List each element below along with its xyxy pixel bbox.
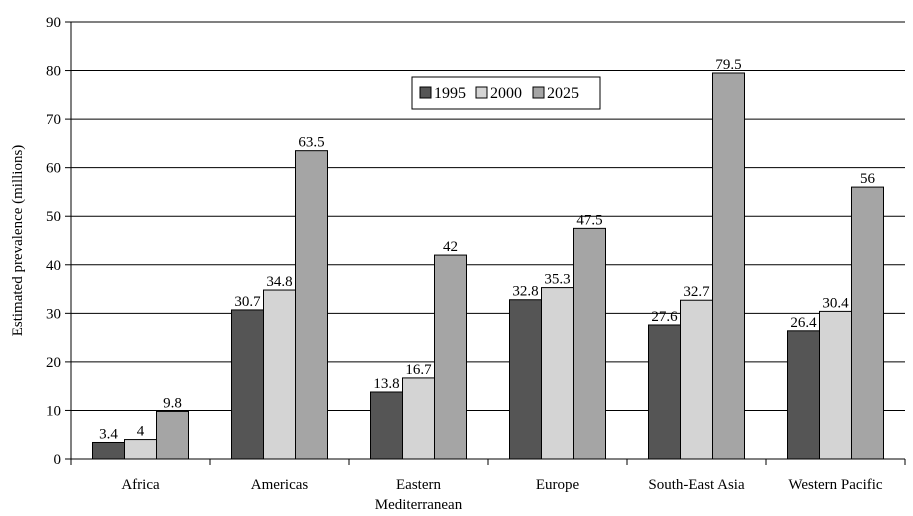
bar (231, 309, 264, 460)
axes (65, 21, 906, 465)
bar (680, 299, 713, 460)
bar-value-label: 3.4 (99, 426, 118, 442)
bar-value-label: 47.5 (576, 212, 602, 228)
bar (156, 410, 189, 460)
bar (648, 324, 681, 460)
legend: 1995 2000 2025 (411, 76, 601, 110)
bar (819, 310, 852, 460)
x-tick-label: Western Pacific (788, 477, 883, 493)
gridlines (71, 21, 905, 411)
x-tick-label: Americas (251, 477, 309, 493)
legend-box (411, 76, 601, 110)
tick-labels: 0 10 20 30 40 50 60 70 80 90 (46, 15, 61, 468)
bar (295, 150, 328, 460)
y-tick-label: 90 (46, 15, 61, 31)
bar-value-label: 63.5 (298, 135, 324, 151)
bar-value-label: 27.6 (651, 309, 678, 325)
legend-swatch (532, 86, 545, 99)
bar (541, 287, 574, 460)
bar-value-label: 42 (443, 239, 458, 255)
bar (573, 227, 606, 460)
legend-label: 2000 (490, 85, 522, 102)
bar (851, 186, 884, 460)
y-tick-label: 50 (46, 209, 61, 225)
bar (124, 439, 157, 460)
x-tick-label: South-East Asia (648, 477, 745, 493)
legend-label: 2025 (547, 85, 579, 102)
y-tick-label: 0 (54, 452, 62, 468)
category-labels: Africa Americas Eastern Mediterranean Europe… (121, 477, 883, 513)
bar (787, 330, 820, 460)
bar-value-label: 32.7 (683, 284, 710, 300)
x-tick-label: Africa (121, 477, 160, 493)
x-tick-label: Europe (536, 477, 580, 493)
y-tick-label: 40 (46, 258, 61, 274)
bar-value-label: 16.7 (405, 362, 432, 378)
bar-value-label: 79.5 (715, 57, 741, 73)
bar-value-label: 13.8 (373, 376, 399, 392)
x-tick-label: Eastern (396, 477, 441, 493)
bar-value-label: 4 (137, 424, 145, 440)
legend-swatch (419, 86, 432, 99)
y-tick-label: 70 (46, 112, 61, 128)
bar-value-label: 26.4 (790, 315, 817, 331)
bar (712, 72, 745, 460)
bar-value-label: 56 (860, 171, 876, 187)
bar-value-label: 35.3 (544, 272, 570, 288)
bar-value-label: 9.8 (163, 395, 182, 411)
y-tick-label: 10 (46, 403, 61, 419)
data-labels: 3.4 4 9.8 30.7 34.8 63.5 13.8 16.7 42 32.8 35.3 47.… (99, 57, 875, 443)
bar (434, 254, 467, 460)
bars (92, 72, 884, 460)
bar (509, 299, 542, 460)
bar-value-label: 34.8 (266, 274, 292, 290)
bar (402, 377, 435, 460)
legend-swatch (475, 86, 488, 99)
bar (92, 441, 125, 460)
bar-value-label: 32.8 (512, 284, 538, 300)
bar-value-label: 30.7 (234, 294, 261, 310)
bar-value-label: 30.4 (822, 295, 849, 311)
bar (263, 289, 296, 460)
bar (370, 391, 403, 460)
legend-label: 1995 (434, 85, 466, 102)
x-tick-label: Mediterranean (375, 497, 463, 513)
y-axis-title: Estimated prevalence (millions) (10, 145, 26, 337)
y-tick-label: 80 (46, 64, 61, 80)
y-tick-label: 20 (46, 355, 61, 371)
y-tick-label: 60 (46, 161, 61, 177)
y-tick-label: 30 (46, 306, 61, 322)
